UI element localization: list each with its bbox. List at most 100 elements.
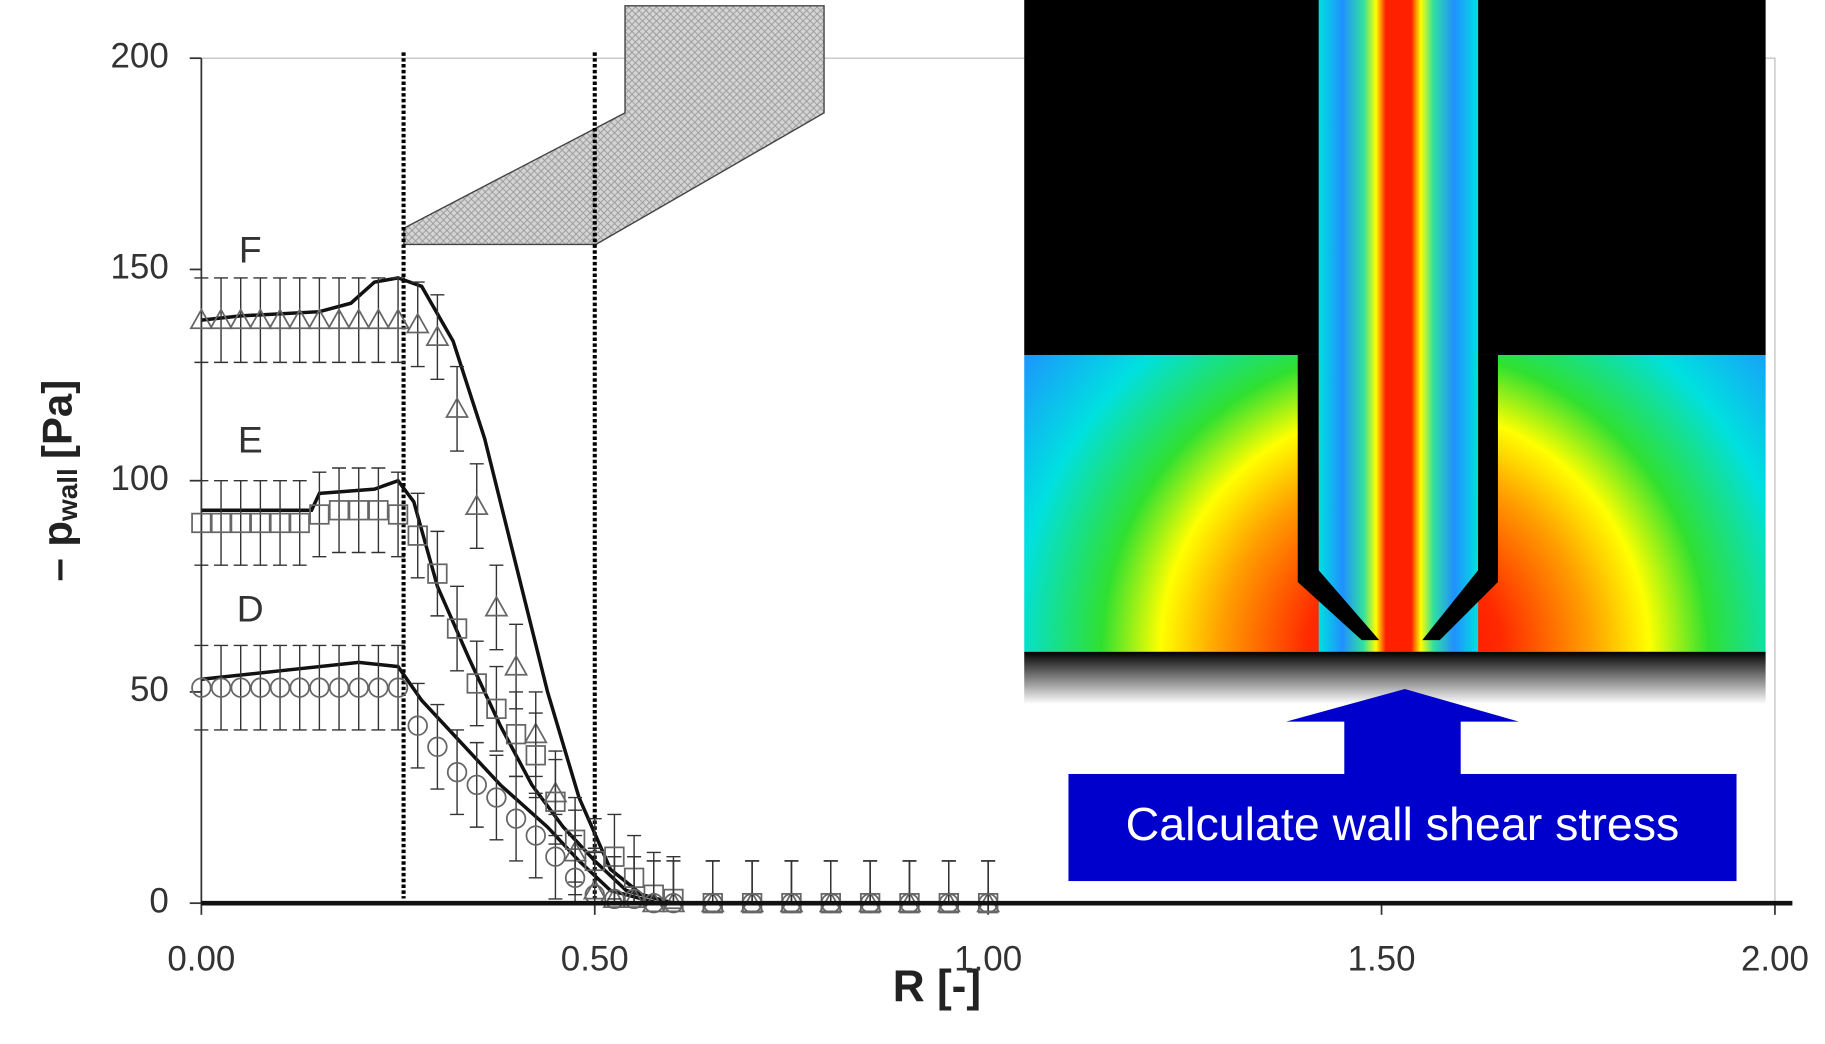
x-axis-label: R [-] bbox=[893, 962, 981, 1011]
marker bbox=[464, 493, 489, 516]
model-line bbox=[201, 276, 1775, 905]
error-bar bbox=[273, 644, 288, 731]
error-bar bbox=[253, 644, 268, 731]
error-bar bbox=[469, 741, 484, 828]
nozzle-wall bbox=[1297, 354, 1380, 641]
marker bbox=[386, 307, 411, 330]
marker bbox=[230, 677, 251, 698]
error-bar bbox=[450, 365, 465, 452]
marker bbox=[268, 307, 293, 330]
marker bbox=[366, 307, 391, 330]
marker bbox=[604, 888, 625, 910]
error-bar bbox=[253, 479, 268, 566]
marker bbox=[484, 595, 509, 617]
error-bar bbox=[666, 860, 681, 904]
error-bar bbox=[863, 860, 878, 904]
x-tick-label: 0.50 bbox=[561, 940, 629, 979]
nozzle-wall bbox=[1422, 354, 1498, 641]
marker bbox=[623, 888, 645, 910]
error-bar bbox=[469, 463, 484, 549]
marker bbox=[189, 307, 214, 330]
marker bbox=[504, 654, 529, 676]
error-bar bbox=[410, 682, 425, 769]
error-bar bbox=[351, 277, 366, 364]
marker bbox=[466, 673, 487, 694]
model-line bbox=[201, 478, 1775, 905]
marker bbox=[446, 618, 468, 639]
marker bbox=[486, 787, 507, 808]
marker bbox=[525, 745, 546, 766]
arrow bbox=[1286, 689, 1519, 774]
marker bbox=[191, 677, 212, 698]
marker bbox=[445, 396, 470, 418]
marker bbox=[228, 307, 253, 330]
marker bbox=[309, 677, 330, 698]
error-bar bbox=[450, 729, 465, 816]
error-bar bbox=[332, 467, 347, 554]
marker bbox=[505, 723, 527, 745]
error-bar bbox=[902, 860, 917, 904]
marker bbox=[407, 715, 428, 736]
error-bar bbox=[292, 479, 307, 566]
error-bar bbox=[233, 644, 248, 731]
marker bbox=[427, 563, 448, 584]
error-bar bbox=[312, 471, 327, 558]
marker bbox=[622, 886, 647, 908]
error-bar bbox=[469, 640, 484, 727]
nozzle-sketch bbox=[403, 5, 825, 246]
error-bar bbox=[823, 860, 838, 904]
marker bbox=[387, 677, 409, 698]
error-bar bbox=[214, 277, 229, 364]
x-tick-label: 0.00 bbox=[167, 940, 235, 979]
y-label-unit: [Pa] bbox=[34, 380, 81, 459]
error-bar bbox=[292, 644, 307, 731]
error-bar bbox=[194, 644, 209, 731]
error-bar bbox=[784, 860, 799, 904]
error-bar bbox=[548, 813, 563, 900]
error-bar bbox=[410, 492, 425, 579]
marker bbox=[387, 504, 409, 525]
marker bbox=[602, 886, 627, 908]
marker bbox=[486, 698, 507, 720]
model-line bbox=[201, 660, 1775, 905]
marker bbox=[210, 512, 232, 534]
x-tick-label: 1.00 bbox=[954, 940, 1022, 979]
marker bbox=[545, 846, 566, 867]
error-bar bbox=[194, 277, 209, 364]
error-bar bbox=[233, 479, 248, 566]
error-bar bbox=[351, 467, 366, 554]
marker bbox=[230, 512, 251, 534]
error-bar bbox=[214, 644, 229, 731]
error-bar bbox=[273, 479, 288, 566]
cfd-inset: Calculate wall shear stress bbox=[1024, 0, 1766, 882]
error-bar bbox=[273, 277, 288, 364]
marker bbox=[250, 677, 271, 698]
marker bbox=[248, 307, 273, 330]
error-bar bbox=[391, 277, 406, 364]
y-tick-label: 100 bbox=[111, 459, 169, 498]
error-bar bbox=[371, 277, 386, 364]
marker bbox=[564, 867, 586, 889]
error-bar bbox=[292, 277, 307, 364]
y-tick-label: 50 bbox=[130, 670, 169, 709]
error-bar bbox=[351, 644, 366, 731]
marker bbox=[328, 500, 350, 521]
marker bbox=[191, 512, 212, 534]
marker bbox=[209, 307, 234, 330]
x-tick-label: 2.00 bbox=[1741, 940, 1809, 979]
marker bbox=[466, 774, 487, 796]
y-label-sub: wall bbox=[52, 468, 83, 522]
marker bbox=[545, 791, 566, 812]
marker bbox=[346, 307, 371, 330]
caption-box bbox=[1068, 773, 1737, 882]
marker bbox=[309, 504, 330, 525]
error-bar bbox=[253, 277, 268, 364]
error-bar bbox=[312, 277, 327, 364]
error-bar bbox=[391, 644, 406, 731]
error-bar bbox=[430, 703, 445, 790]
marker bbox=[505, 808, 527, 829]
marker bbox=[210, 677, 232, 698]
marker bbox=[269, 677, 291, 698]
